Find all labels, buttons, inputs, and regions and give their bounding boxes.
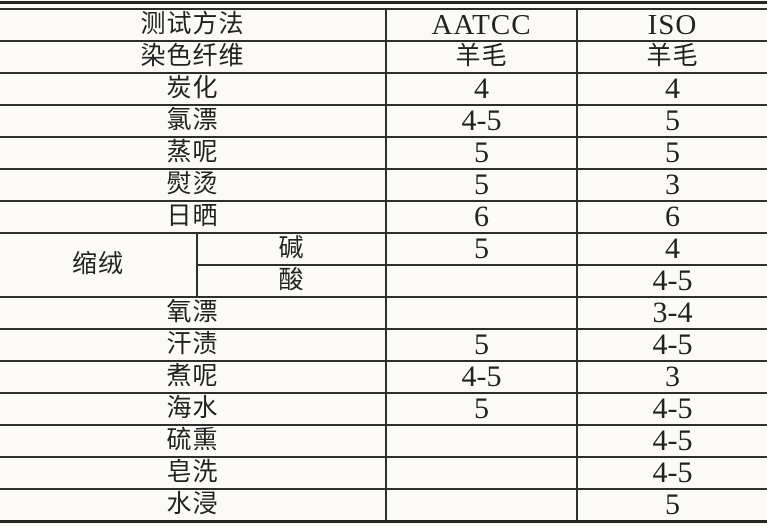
iso-cell: 4: [576, 72, 767, 106]
iso-cell: 4-5: [576, 424, 767, 458]
aatcc-cell: [385, 296, 578, 330]
table-row: 水浸 5: [0, 488, 767, 523]
iso-cell: 4-5: [576, 392, 767, 426]
iso-cell: 5: [576, 104, 767, 138]
method-cell: 水浸: [0, 488, 387, 523]
table-row: 氧漂 3-4: [0, 296, 767, 330]
iso-cell: 3: [576, 360, 767, 394]
test-methods-table: 测试方法 AATCC ISO 染色纤维 羊毛 羊毛 炭化 4 4 氯漂 4-5 …: [0, 8, 767, 523]
table-row: 硫熏 4-5: [0, 424, 767, 458]
aatcc-cell: 4: [385, 72, 578, 106]
method-cell: 氯漂: [0, 104, 387, 138]
milling-alkali-row: 缩绒 碱 5 4: [0, 232, 767, 298]
aatcc-cell: 4-5: [385, 360, 578, 394]
table-row: 蒸呢 5 5: [0, 136, 767, 170]
aatcc-cell: 羊毛: [385, 40, 578, 74]
milling-acid-row: 酸 4-5: [0, 264, 767, 298]
iso-cell: 4-5: [576, 456, 767, 490]
aatcc-cell: [385, 264, 578, 298]
table-row: 日晒 6 6: [0, 200, 767, 234]
method-cell: 皂洗: [0, 456, 387, 490]
sub-method-cell: 碱: [195, 232, 387, 266]
iso-cell: 羊毛: [576, 40, 767, 74]
milling-group-cell: 缩绒: [0, 232, 197, 298]
aatcc-cell: 5: [385, 392, 578, 426]
header-method: 测试方法: [0, 8, 387, 42]
table-row: 皂洗 4-5: [0, 456, 767, 490]
iso-cell: 4: [576, 232, 767, 266]
method-cell: 染色纤维: [0, 40, 387, 74]
aatcc-cell: 5: [385, 328, 578, 362]
method-cell: 煮呢: [0, 360, 387, 394]
method-cell: 熨烫: [0, 168, 387, 202]
fiber-row: 染色纤维 羊毛 羊毛: [0, 40, 767, 74]
aatcc-cell: 5: [385, 168, 578, 202]
top-rule-divider: [0, 1, 767, 4]
iso-cell: 4-5: [576, 264, 767, 298]
iso-cell: 3: [576, 168, 767, 202]
aatcc-cell: [385, 424, 578, 458]
header-iso: ISO: [576, 8, 767, 42]
table-row: 氯漂 4-5 5: [0, 104, 767, 138]
table-header-row: 测试方法 AATCC ISO: [0, 8, 767, 42]
table-row: 熨烫 5 3: [0, 168, 767, 202]
table-row: 海水 5 4-5: [0, 392, 767, 426]
iso-cell: 5: [576, 136, 767, 170]
aatcc-cell: 6: [385, 200, 578, 234]
aatcc-cell: [385, 456, 578, 490]
header-aatcc: AATCC: [385, 8, 578, 42]
sub-method-cell: 酸: [195, 264, 387, 298]
iso-cell: 5: [576, 488, 767, 523]
iso-cell: 6: [576, 200, 767, 234]
method-cell: 蒸呢: [0, 136, 387, 170]
aatcc-cell: 4-5: [385, 104, 578, 138]
iso-cell: 4-5: [576, 328, 767, 362]
table-row: 炭化 4 4: [0, 72, 767, 106]
method-cell: 汗渍: [0, 328, 387, 362]
method-cell: 硫熏: [0, 424, 387, 458]
method-cell: 日晒: [0, 200, 387, 234]
table-row: 汗渍 5 4-5: [0, 328, 767, 362]
aatcc-cell: [385, 488, 578, 523]
iso-cell: 3-4: [576, 296, 767, 330]
aatcc-cell: 5: [385, 232, 578, 266]
table-row: 煮呢 4-5 3: [0, 360, 767, 394]
method-cell: 氧漂: [0, 296, 387, 330]
method-cell: 海水: [0, 392, 387, 426]
aatcc-cell: 5: [385, 136, 578, 170]
method-cell: 炭化: [0, 72, 387, 106]
